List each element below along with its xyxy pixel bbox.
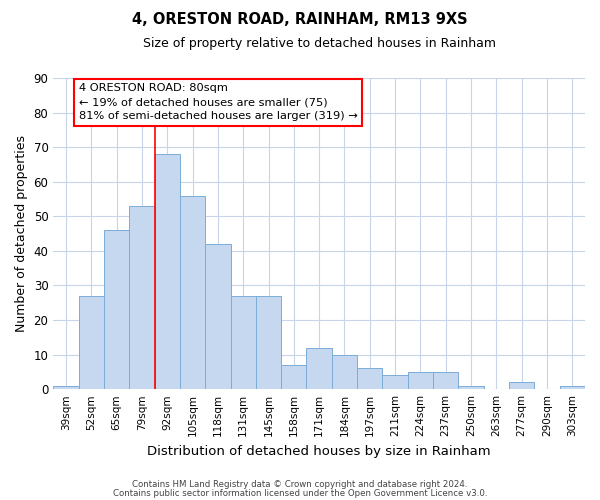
Bar [79,296,104,389]
Bar [382,376,408,389]
Bar [458,386,484,389]
Bar [433,372,458,389]
Bar [509,382,535,389]
Bar [256,296,281,389]
Bar [104,230,129,389]
Bar [53,386,79,389]
Bar [180,196,205,389]
X-axis label: Distribution of detached houses by size in Rainham: Distribution of detached houses by size … [148,444,491,458]
Bar [307,348,332,389]
Text: 4, ORESTON ROAD, RAINHAM, RM13 9XS: 4, ORESTON ROAD, RAINHAM, RM13 9XS [132,12,468,28]
Bar [155,154,180,389]
Bar [230,296,256,389]
Bar [560,386,585,389]
Y-axis label: Number of detached properties: Number of detached properties [15,135,28,332]
Bar [205,244,230,389]
Bar [129,206,155,389]
Text: Contains public sector information licensed under the Open Government Licence v3: Contains public sector information licen… [113,489,487,498]
Title: Size of property relative to detached houses in Rainham: Size of property relative to detached ho… [143,38,496,51]
Bar [408,372,433,389]
Bar [357,368,382,389]
Text: 4 ORESTON ROAD: 80sqm
← 19% of detached houses are smaller (75)
81% of semi-deta: 4 ORESTON ROAD: 80sqm ← 19% of detached … [79,83,358,121]
Bar [332,354,357,389]
Text: Contains HM Land Registry data © Crown copyright and database right 2024.: Contains HM Land Registry data © Crown c… [132,480,468,489]
Bar [281,365,307,389]
